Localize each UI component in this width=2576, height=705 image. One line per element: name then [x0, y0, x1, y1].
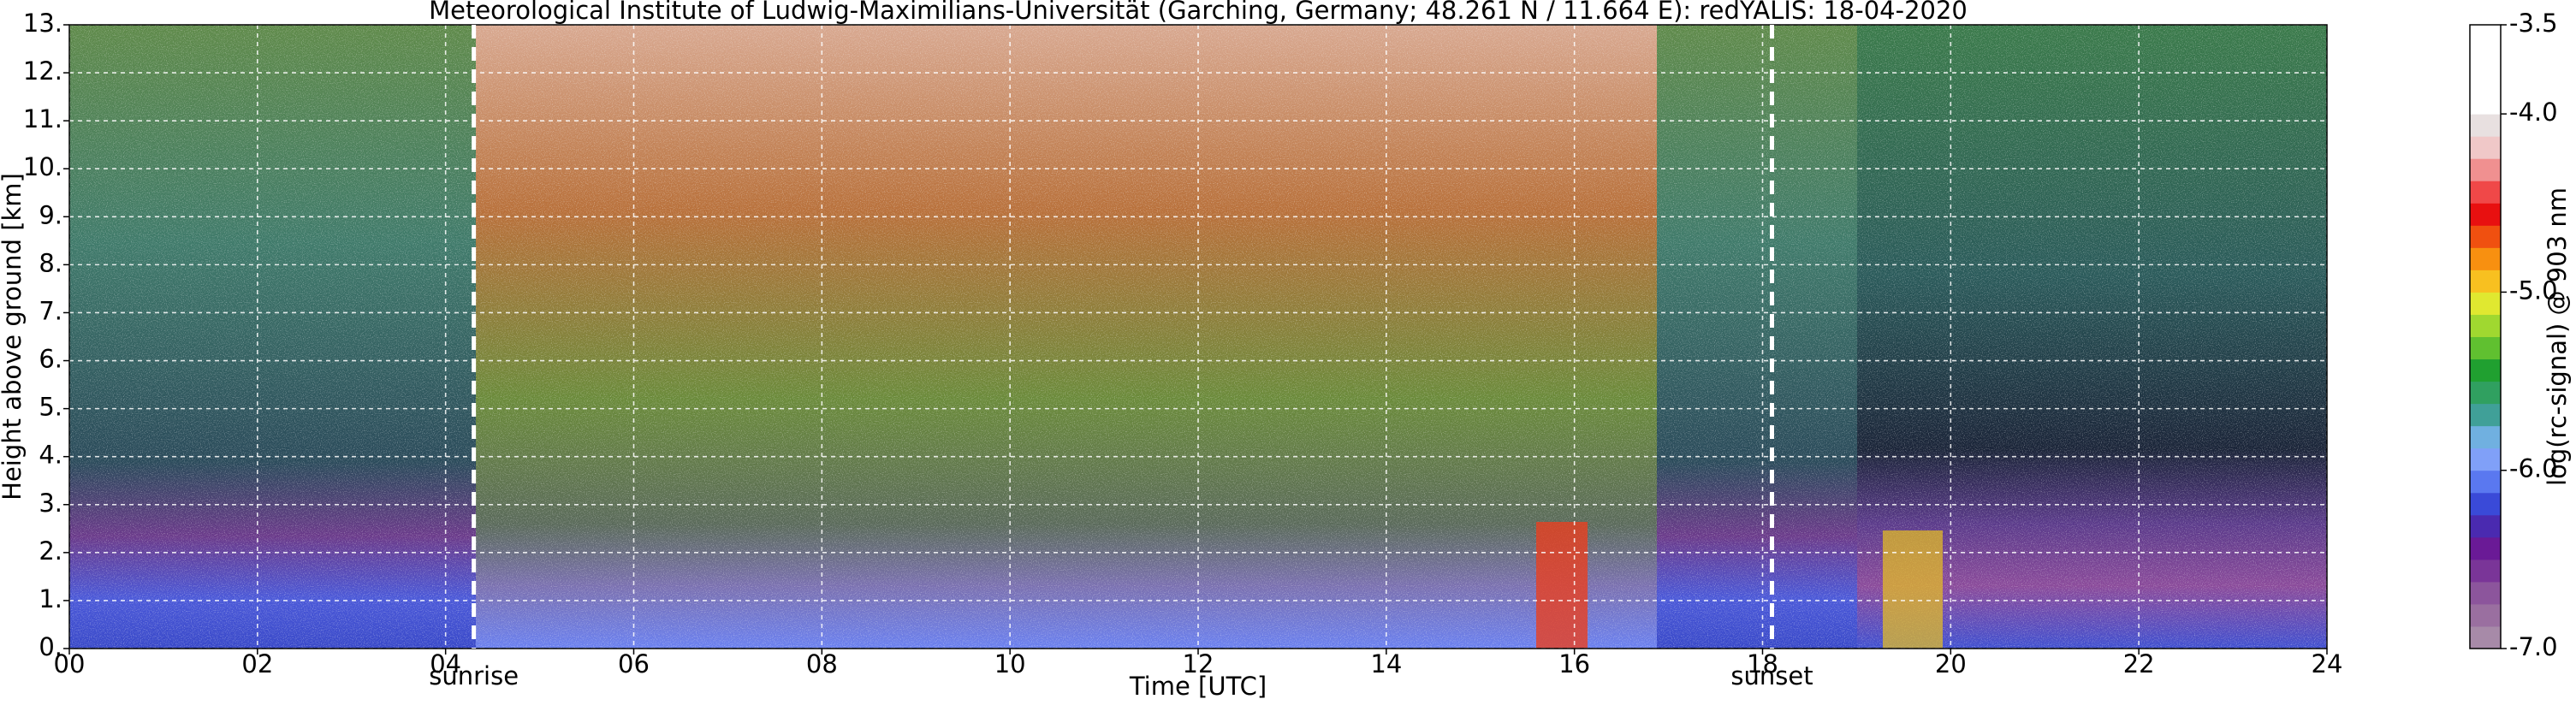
- y-tick-label: 8.: [39, 248, 62, 277]
- colorbar-segment: [2470, 270, 2501, 293]
- x-tick-label: 06: [618, 649, 650, 678]
- colorbar-segment: [2470, 247, 2501, 270]
- y-axis-label: Height above ground [km]: [0, 173, 27, 501]
- colorbar-tick-label: -5.0: [2509, 275, 2558, 305]
- y-tick-label: 6.: [39, 345, 62, 374]
- y-tick-label: 12.: [23, 56, 62, 86]
- x-tick-label: 08: [806, 649, 838, 678]
- colorbar-segment: [2470, 358, 2501, 382]
- x-tick-label: 04: [430, 649, 461, 678]
- colorbar-segment: [2470, 514, 2501, 538]
- colorbar-frame: [2469, 24, 2502, 649]
- colorbar-segment: [2470, 381, 2501, 405]
- colorbar-segment: [2470, 158, 2501, 181]
- y-tick-label: 5.: [39, 393, 62, 422]
- colorbar-segment: [2470, 447, 2501, 471]
- plot-frame: [68, 24, 2328, 649]
- x-tick-label: 00: [54, 649, 86, 678]
- colorbar-segment: [2470, 136, 2501, 159]
- y-tick-label: 11.: [23, 104, 62, 133]
- y-tick-label: 13.: [23, 9, 62, 38]
- x-tick-label: 20: [1935, 649, 1967, 678]
- y-tick-label: 3.: [39, 489, 62, 518]
- event-label: sunset: [1730, 661, 1813, 690]
- x-tick-label: 10: [994, 649, 1026, 678]
- x-tick-label: 02: [241, 649, 273, 678]
- colorbar-segment: [2470, 625, 2501, 649]
- colorbar-segment: [2470, 492, 2501, 516]
- colorbar-segment: [2470, 292, 2501, 315]
- colorbar-segment: [2470, 69, 2501, 92]
- colorbar-segment: [2470, 425, 2501, 449]
- chart-title: Meteorological Institute of Ludwig-Maxim…: [429, 0, 1968, 25]
- colorbar-segment: [2470, 536, 2501, 560]
- colorbar-segment: [2470, 203, 2501, 226]
- colorbar-segment: [2470, 559, 2501, 583]
- x-tick-label: 12: [1183, 649, 1214, 678]
- colorbar-segment: [2470, 92, 2501, 115]
- colorbar-segment: [2470, 470, 2501, 494]
- colorbar-tick-label: -6.0: [2509, 454, 2558, 483]
- y-tick-label: 10.: [23, 152, 62, 181]
- colorbar-tick-label: -7.0: [2509, 632, 2558, 661]
- colorbar-segment: [2470, 581, 2501, 605]
- x-tick-label: 16: [1558, 649, 1590, 678]
- colorbar-segment: [2470, 181, 2501, 204]
- y-tick-label: 0.: [39, 632, 62, 661]
- colorbar-tick-label: -3.5: [2509, 9, 2558, 38]
- colorbar-segment: [2470, 314, 2501, 337]
- colorbar-segment: [2470, 603, 2501, 627]
- y-tick-label: 2.: [39, 536, 62, 566]
- x-tick-label: 22: [2123, 649, 2155, 678]
- colorbar-segment: [2470, 336, 2501, 360]
- colorbar-segment: [2470, 47, 2501, 70]
- x-tick-label: 14: [1370, 649, 1402, 678]
- y-tick-label: 4.: [39, 441, 62, 470]
- event-label: sunrise: [429, 661, 519, 690]
- y-tick-label: 7.: [39, 296, 62, 325]
- x-tick-label: 18: [1747, 649, 1778, 678]
- colorbar-segment: [2470, 225, 2501, 248]
- x-axis-label: Time [UTC]: [1129, 672, 1267, 701]
- y-tick-label: 9.: [39, 200, 62, 229]
- x-tick-label: 24: [2312, 649, 2343, 678]
- y-tick-label: 1.: [39, 584, 62, 613]
- colorbar-segment: [2470, 114, 2501, 137]
- colorbar-label: log(rc-signal) @ 903 nm: [2543, 187, 2572, 486]
- colorbar-segment: [2470, 403, 2501, 427]
- colorbar-tick-label: -4.0: [2509, 98, 2558, 127]
- colorbar-segment: [2470, 25, 2501, 48]
